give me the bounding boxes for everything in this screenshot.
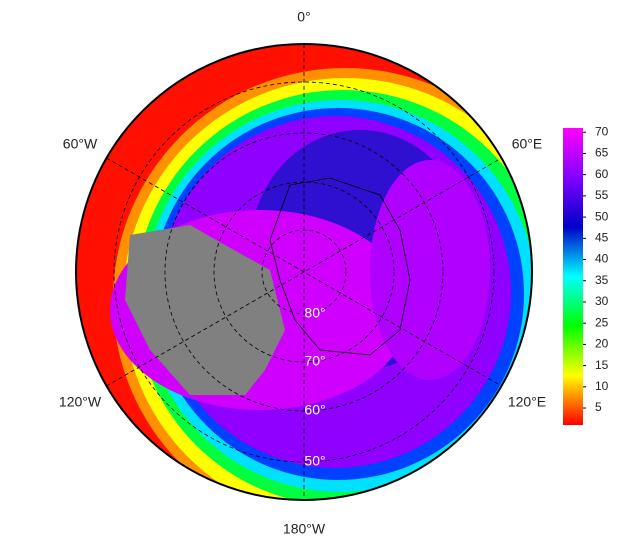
lat-label: 50° [304, 453, 325, 469]
lon-label: 120°W [59, 394, 102, 410]
lat-label: 60° [304, 402, 325, 418]
lat-label: 70° [304, 353, 325, 369]
colorbar-tick-label: 65 [595, 146, 609, 160]
lon-label: 60°E [512, 136, 543, 152]
colorbar-tick-label: 50 [595, 209, 609, 223]
lon-label: 60°W [63, 136, 98, 152]
lon-label: 120°E [508, 394, 546, 410]
longitude-labels: 0° 60°E 120°E 180°W 120°W 60°W [59, 9, 546, 537]
colorbar-tick-label: 5 [595, 400, 602, 414]
lat-label: 80° [304, 305, 325, 321]
colorbar-tick-label: 60 [595, 167, 609, 181]
colorbar-tick-label: 70 [595, 124, 609, 138]
latitude-labels: 80° 70° 60° 50° [304, 305, 325, 469]
map-border [75, 43, 533, 501]
colorbar-tick-label: 55 [595, 188, 609, 202]
coastline [269, 177, 411, 356]
colorbar-tick-label: 20 [595, 337, 609, 351]
field [76, 44, 532, 500]
colorbar-tick-label: 40 [595, 252, 609, 266]
colorbar-tick-label: 45 [595, 230, 609, 244]
colorbar-tick-label: 30 [595, 294, 609, 308]
graticule [106, 44, 502, 500]
colorbar-tick-label: 15 [595, 358, 609, 372]
colorbar-tick-label: 25 [595, 315, 609, 329]
lon-label: 0° [297, 9, 310, 25]
colorbar-tick-label: 10 [595, 379, 609, 393]
lon-label: 180°W [283, 521, 326, 537]
colorbar-tick-label: 35 [595, 273, 609, 287]
colorbar [563, 128, 583, 425]
